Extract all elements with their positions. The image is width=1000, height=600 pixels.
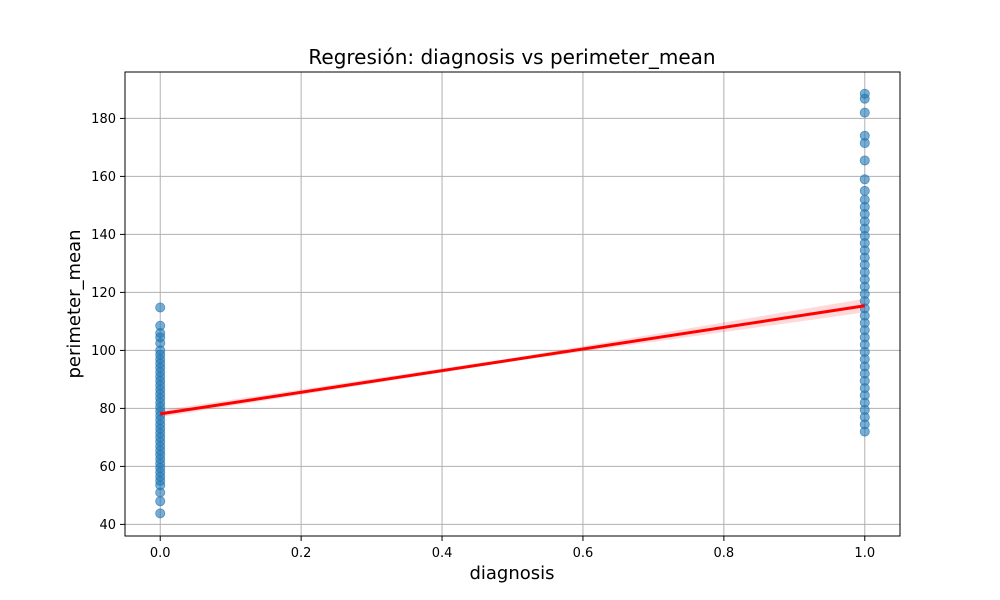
y-tick-label: 100	[91, 344, 116, 359]
scatter-point	[155, 508, 166, 519]
scatter-point	[155, 302, 166, 313]
x-axis-label: diagnosis	[469, 563, 554, 584]
y-tick-label: 160	[91, 170, 116, 185]
grid-layer	[125, 72, 900, 536]
y-axis-ticks: 40 60 80 100 120 140 160 180	[91, 112, 125, 533]
y-tick-label: 80	[99, 402, 116, 417]
confidence-band-layer	[160, 298, 865, 418]
y-tick-label: 60	[99, 460, 116, 475]
y-tick-label: 40	[99, 518, 116, 533]
scatter-point	[859, 185, 870, 196]
x-tick-label: 0.8	[714, 546, 735, 561]
scatter-points-layer	[155, 88, 870, 519]
x-tick-label: 0.0	[150, 546, 171, 561]
x-tick-label: 0.6	[573, 546, 594, 561]
scatter-point	[859, 107, 870, 118]
scatter-point	[859, 174, 870, 185]
y-tick-label: 140	[91, 228, 116, 243]
scatter-point	[155, 496, 166, 507]
confidence-band	[160, 298, 865, 418]
scatter-point	[859, 88, 870, 99]
x-tick-label: 1.0	[854, 546, 875, 561]
scatter-point	[155, 320, 166, 331]
scatter-point	[859, 194, 870, 205]
x-axis-ticks: 0.0 0.2 0.4 0.6 0.8 1.0	[150, 536, 875, 561]
scatter-point	[859, 155, 870, 166]
scatter-point	[859, 130, 870, 141]
y-tick-label: 120	[91, 286, 116, 301]
x-tick-label: 0.4	[432, 546, 453, 561]
y-axis-label: perimeter_mean	[64, 229, 85, 378]
plot-frame	[124, 71, 901, 537]
x-tick-label: 0.2	[291, 546, 312, 561]
y-tick-label: 180	[91, 112, 116, 127]
chart-title: Regresión: diagnosis vs perimeter_mean	[308, 45, 715, 69]
regression-line-layer	[159, 304, 866, 416]
regression-line	[159, 304, 866, 416]
